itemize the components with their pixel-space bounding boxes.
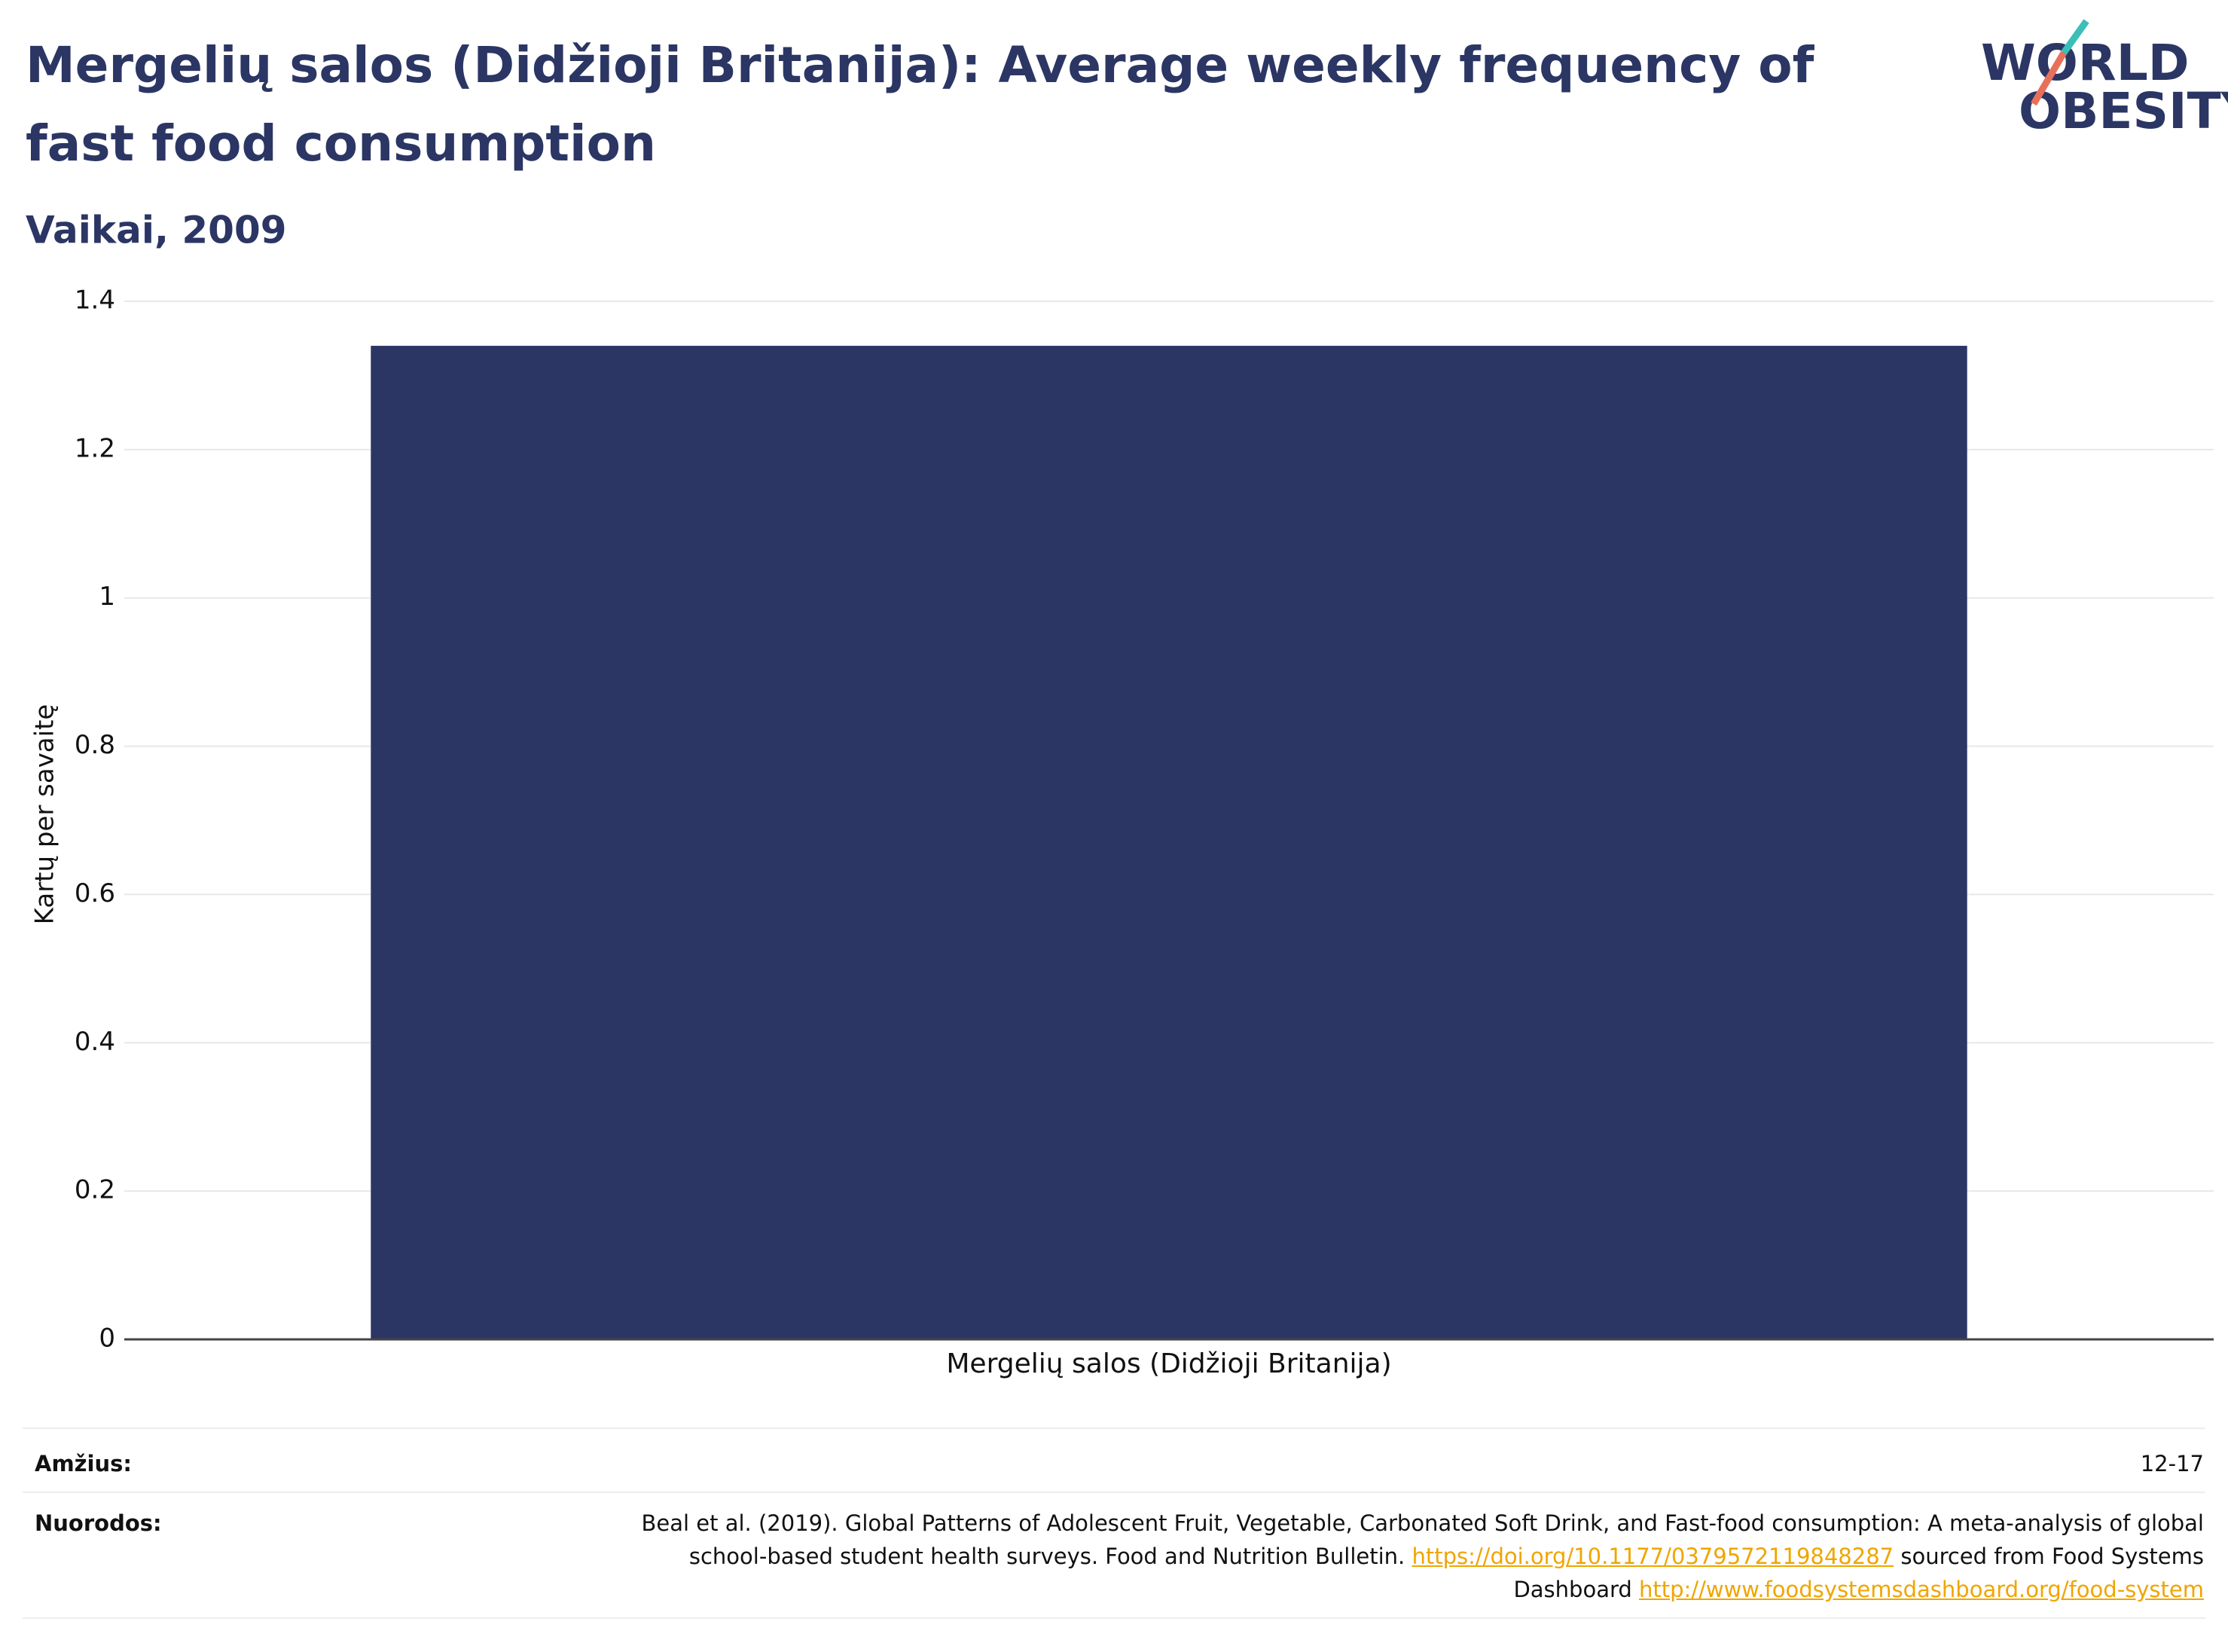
- y-tick-label: 1.4: [75, 286, 115, 316]
- x-tick-label: Mergelių salos (Didžioji Britanija): [946, 1348, 1391, 1379]
- reference-link[interactable]: https://doi.org/10.1177/0379572119848287: [1412, 1544, 1894, 1569]
- divider: [23, 1617, 2205, 1619]
- y-tick-label: 0.2: [75, 1175, 115, 1205]
- footer-label: Amžius:: [35, 1451, 132, 1476]
- logo-slash: [2061, 19, 2089, 55]
- y-tick-label: 1.2: [75, 433, 115, 463]
- logo-text: OBESITY: [2019, 82, 2228, 140]
- reference-link[interactable]: http://www.foodsystemsdashboard.org/food…: [1639, 1577, 2204, 1602]
- logo-slash: [2031, 50, 2067, 106]
- y-tick-label: 0.6: [75, 878, 115, 908]
- chart-subtitle: Vaikai, 2009: [26, 209, 287, 252]
- y-tick-label: 0.8: [75, 730, 115, 760]
- footer-references: Beal et al. (2019). Global Patterns of A…: [584, 1507, 2204, 1606]
- y-tick-label: 1: [99, 582, 115, 612]
- y-axis-label: Kartų per savaitę: [30, 704, 60, 925]
- reference-text: sourced from Food Systems Dashboard: [1513, 1544, 2204, 1602]
- footer-value: 12-17: [2140, 1451, 2204, 1476]
- chart-title: Mergelių salos (Didžioji Britanija): Ave…: [26, 36, 1815, 173]
- divider: [23, 1428, 2205, 1429]
- bar: [371, 346, 1967, 1339]
- footer-label: Nuorodos:: [35, 1510, 162, 1536]
- logo-text: WORLD: [1981, 34, 2190, 92]
- reference-text: Beal et al. (2019). Global Patterns of A…: [641, 1510, 2204, 1569]
- y-tick-label: 0.4: [75, 1027, 115, 1057]
- y-tick-label: 0: [99, 1324, 115, 1354]
- chart: Mergelių salos (Didžioji Britanija): Ave…: [26, 19, 2228, 1379]
- divider: [23, 1492, 2205, 1493]
